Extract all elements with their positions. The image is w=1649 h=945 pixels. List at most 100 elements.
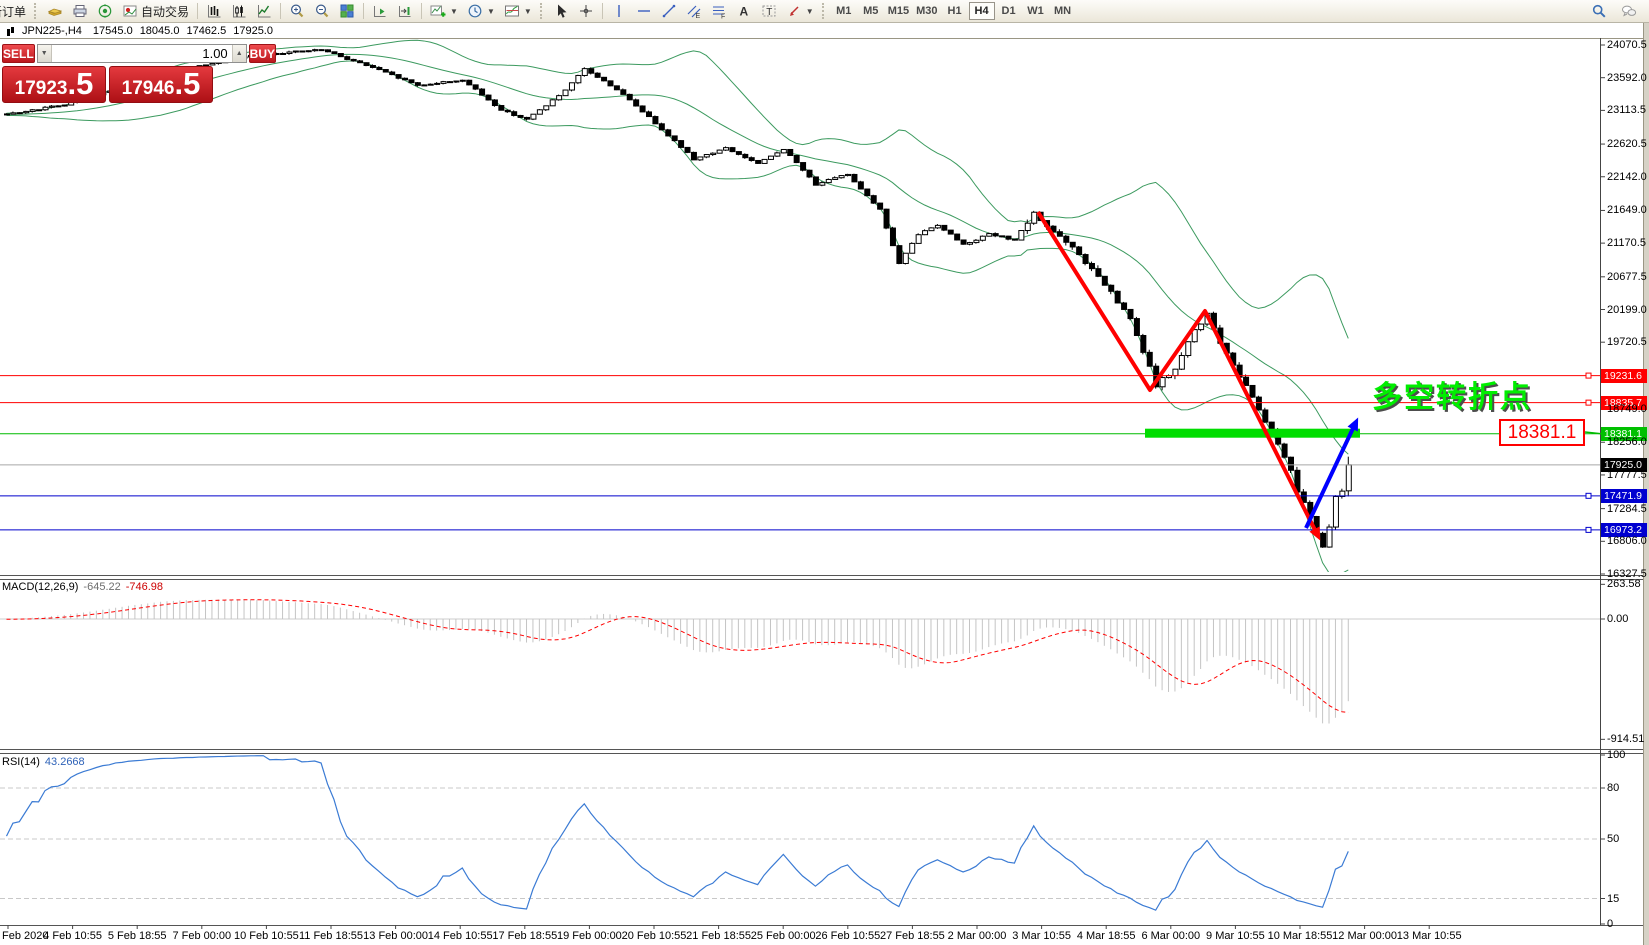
timeframe-button-m5[interactable]: M5 [858,2,884,20]
toolbar-separator [363,3,365,19]
buy-price-dec: .5 [174,66,201,101]
price-axis-label: 21649.0 [1607,204,1647,217]
sell-price-int: 17923 [14,78,68,99]
horizontal-line-button[interactable] [632,1,656,21]
time-axis-label: 10 Mar 18:55 [1267,930,1333,942]
price-tag-blue: 16973.2 [1601,522,1647,537]
rsi-indicator-label: RSI(14) 43.2668 [2,756,85,768]
crosshair-icon [578,3,594,19]
sell-price-dec: .5 [67,66,94,101]
main-toolbar: 新订单 自动交易 ▼ ▼ ▼ E F A T ▼ M1M5M15M30H1H4D… [0,0,1649,23]
chart-window[interactable] [0,23,1644,945]
one-click-trading-panel: SELL ▼ ▲ BUY 17923.5 17946.5 [2,44,277,103]
tile-windows-button[interactable] [335,1,359,21]
cursor-icon [553,3,569,19]
quote-open: 17545.0 [92,25,133,37]
auto-scroll-button[interactable] [368,1,392,21]
data-server-button[interactable] [93,1,117,21]
chart-shift-button[interactable] [393,1,417,21]
time-axis-label: 25 Feb 00:00 [750,930,816,942]
time-axis-label: 19 Feb 00:00 [556,930,622,942]
price-axis-label: 24070.5 [1607,39,1647,51]
price-axis-label: 20677.5 [1607,270,1647,283]
print-button[interactable] [68,1,92,21]
time-axis-label: 7 Feb 00:00 [172,930,232,942]
add-indicator-icon [430,3,446,19]
crosshair-button[interactable] [574,1,598,21]
vertical-line-button[interactable] [607,1,631,21]
toolbar-separator [280,3,282,19]
time-axis-label: 20 Feb 10:55 [621,930,687,942]
timeframe-button-m30[interactable]: M30 [913,2,940,20]
cursor-button[interactable] [549,1,573,21]
vertical-line-icon [611,3,627,19]
zoom-in-icon [289,3,305,19]
timeframe-button-w1[interactable]: W1 [1023,2,1049,20]
text-button[interactable]: A [732,1,756,21]
expert-advisor-icon [122,3,138,19]
time-axis-label: 10 Feb 10:55 [233,930,299,942]
rsi-axis-label: 0 [1607,918,1614,930]
market-watch-button[interactable] [43,1,67,21]
text-label-button[interactable]: T [757,1,781,21]
volume-decrease-button[interactable]: ▼ [37,45,52,62]
zoom-out-button[interactable] [310,1,334,21]
templates-icon [504,3,520,19]
chart-symbol-icon [6,26,15,36]
rsi-axis-label: 80 [1607,782,1620,794]
timeframe-button-m1[interactable]: M1 [831,2,857,20]
timeframe-button-m15[interactable]: M15 [885,2,912,20]
tile-windows-icon [339,3,355,19]
volume-input[interactable] [51,45,232,62]
timeframe-button-d1[interactable]: D1 [996,2,1022,20]
arrows-button[interactable]: ▼ [782,1,818,21]
time-axis-label: 14 Feb 10:55 [427,930,493,942]
trendline-button[interactable] [657,1,681,21]
chart-shift-icon [397,3,413,19]
buy-price-int: 17946 [121,78,175,99]
timeframe-button-h1[interactable]: H1 [942,2,968,20]
horizontal-line-icon [636,3,652,19]
search-button[interactable] [1587,1,1611,21]
volume-increase-button[interactable]: ▲ [231,45,246,62]
time-axis-label: 4 Feb 10:55 [43,930,102,942]
time-axis-label: Feb 2020 [2,930,49,942]
text-icon: A [736,3,752,19]
svg-text:A: A [739,5,748,19]
periods-button[interactable]: ▼ [463,1,499,21]
line-chart-button[interactable] [252,1,276,21]
new-order-button[interactable]: 新订单 [0,1,30,21]
chat-button[interactable] [1617,1,1641,21]
add-indicator-button[interactable]: ▼ [426,1,462,21]
sell-price-display[interactable]: 17923.5 [2,66,106,103]
fibonacci-button[interactable]: F [707,1,731,21]
timeframe-button-h4[interactable]: H4 [968,2,995,20]
templates-button[interactable]: ▼ [500,1,536,21]
toolbar-grip [539,3,545,19]
zoom-in-button[interactable] [285,1,309,21]
time-axis-label: 13 Feb 00:00 [363,930,429,942]
timeframe-button-mn[interactable]: MN [1050,2,1076,20]
bar-chart-button[interactable] [202,1,226,21]
price-axis-label: 17777.5 [1607,468,1647,481]
fibonacci-icon: F [711,3,727,19]
candlestick-chart-button[interactable] [227,1,251,21]
price-axis-label: 23113.5 [1607,104,1646,117]
candlestick-chart-icon [231,3,247,19]
buy-button[interactable]: BUY [248,44,277,63]
price-axis-label: 21170.5 [1607,237,1646,250]
auto-trading-button[interactable]: 自动交易 [118,1,193,21]
time-axis-label: 9 Mar 10:55 [1206,930,1265,942]
price-axis-label: 17284.5 [1607,502,1647,515]
time-axis-label: 4 Mar 18:55 [1076,930,1136,942]
buy-price-display[interactable]: 17946.5 [109,66,213,103]
quote-symbol: JPN225-,H4 [22,25,82,37]
bar-chart-icon [206,3,222,19]
volume-box: ▼ ▲ [36,44,247,63]
sell-button[interactable]: SELL [2,44,35,63]
price-tag-red: 19231.6 [1601,368,1647,383]
line-chart-icon [256,3,272,19]
auto-scroll-icon [372,3,388,19]
equidistant-channel-button[interactable]: E [682,1,706,21]
